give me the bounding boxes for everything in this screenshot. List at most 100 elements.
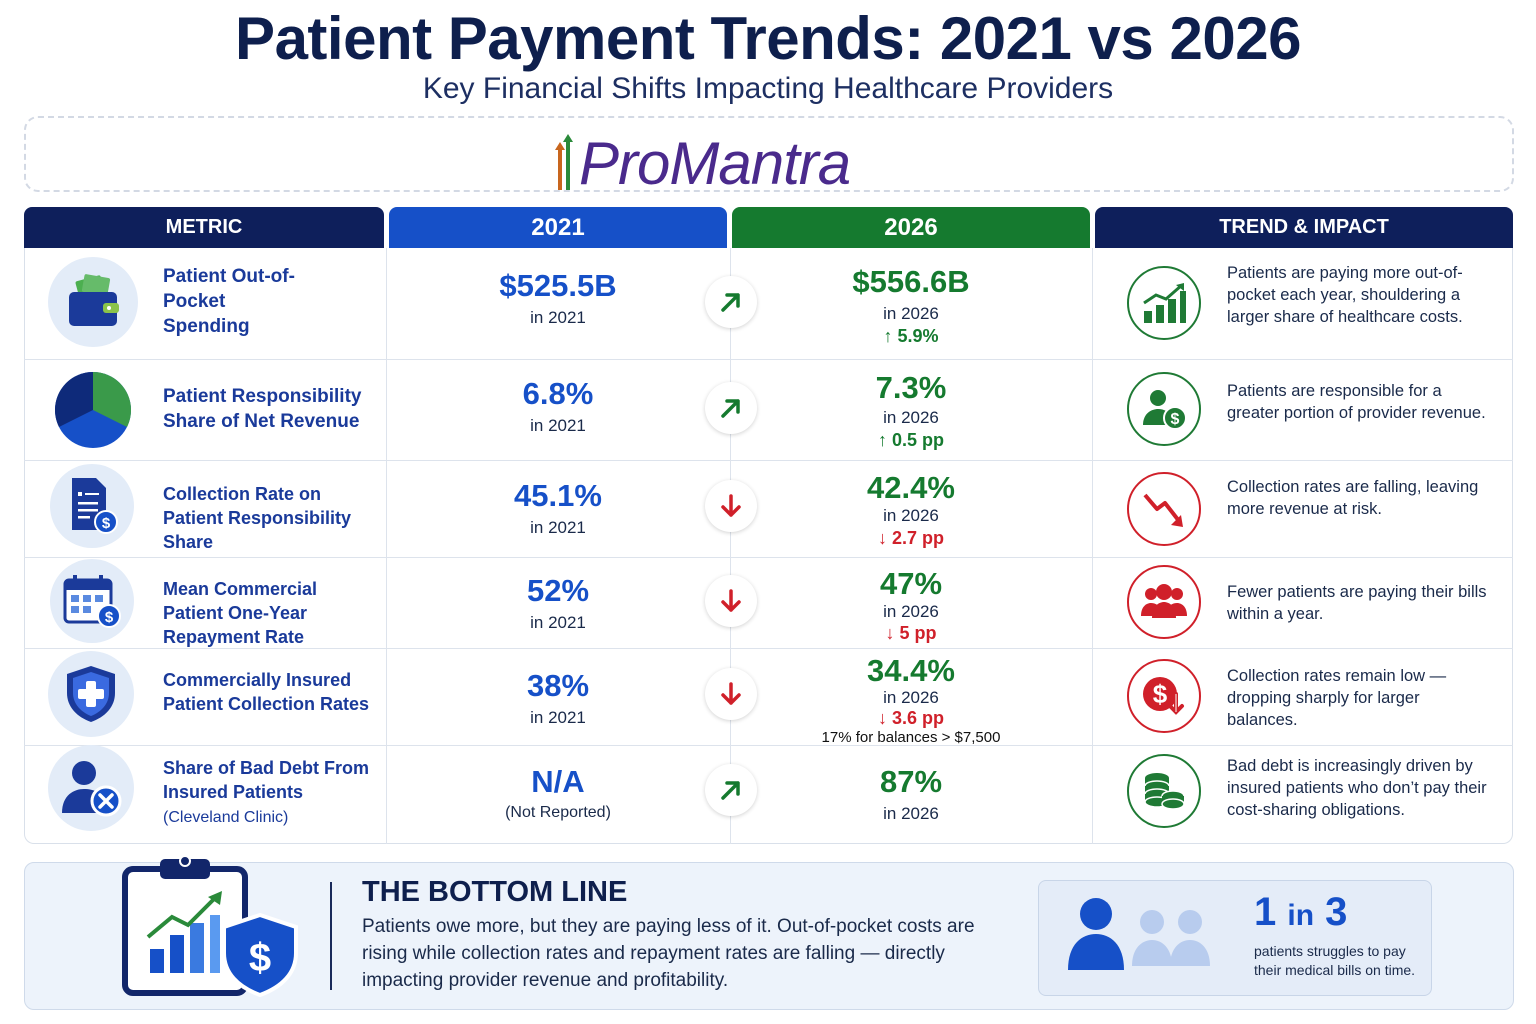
arrow-down-icon: [705, 575, 757, 627]
value-2026-number: 7.3%: [875, 370, 947, 405]
dollar-down-icon: $: [1127, 659, 1201, 733]
wallet-icon: [48, 257, 138, 347]
change-indicator: ↓ 5 pp: [885, 623, 937, 643]
page-subtitle: Key Financial Shifts Impacting Healthcar…: [422, 72, 1114, 105]
trend-text: Fewer patients are paying their bills wi…: [1227, 583, 1487, 623]
trend-text: Collection rates remain low — dropping s…: [1227, 667, 1447, 729]
arrow-up-icon: [705, 382, 757, 434]
header-trend: TREND & IMPACT: [1095, 207, 1513, 248]
metric-source: (Cleveland Clinic): [163, 809, 289, 826]
value-2026: 34.4% in 2026 ↓ 3.6 pp 17% for balances > $…: [732, 654, 1090, 748]
svg-text:$: $: [1153, 679, 1168, 709]
value-2021-number: 52%: [526, 573, 590, 608]
trend-text: Patients are paying more out-of-pocket e…: [1227, 264, 1463, 326]
page-title: Patient Payment Trends: 2021 vs 2026: [235, 5, 1301, 72]
value-2021-caption: (Not Reported): [505, 804, 611, 821]
row-divider: [24, 648, 1513, 649]
trend-text: Collection rates are falling, leaving mo…: [1227, 478, 1479, 518]
header-2021: 2021: [389, 207, 727, 248]
svg-text:$: $: [102, 515, 111, 532]
pie-chart-icon: [48, 365, 138, 455]
logo-banner: [24, 116, 1514, 192]
logo-arrows-icon: [555, 134, 573, 190]
value-2021-caption: in 2021: [530, 518, 586, 537]
value-2021: 52% in 2021: [389, 573, 727, 633]
value-2021-caption: in 2021: [530, 613, 586, 632]
bar-chart-up-icon: [1127, 266, 1201, 340]
trend-text: Patients are responsible for a greater p…: [1227, 382, 1486, 422]
value-2021: $525.5B in 2021: [389, 268, 727, 328]
value-2021: 6.8% in 2021: [389, 376, 727, 436]
divider: [330, 882, 332, 990]
value-2026: $556.6B in 2026 ↑ 5.9%: [732, 264, 1090, 347]
invoice-icon: $: [50, 464, 134, 548]
value-2021-number: 45.1%: [514, 478, 602, 513]
value-2026: 7.3% in 2026 ↑ 0.5 pp: [732, 370, 1090, 451]
value-2021: 38% in 2021: [389, 668, 727, 728]
person-x-icon: [48, 745, 134, 831]
value-2021-number: N/A: [531, 764, 585, 799]
change-indicator: ↓ 2.7 pp: [877, 528, 944, 548]
value-2026-caption: in 2026: [883, 804, 939, 823]
value-2026-number: $556.6B: [852, 264, 970, 299]
people-group-icon: [1127, 565, 1201, 639]
svg-text:$: $: [1171, 411, 1180, 428]
value-2026: 47% in 2026 ↓ 5 pp: [732, 566, 1090, 644]
stat-in: in: [1287, 899, 1315, 932]
header-metric: METRIC: [24, 207, 384, 248]
trend-text: Bad debt is increasingly driven by insur…: [1227, 757, 1487, 819]
value-2026-number: 47%: [879, 566, 943, 601]
change-indicator: ↑ 5.9%: [883, 326, 939, 346]
value-2021-number: 6.8%: [522, 376, 594, 411]
arrow-up-icon: [705, 276, 757, 328]
metric-label: Mean Commercial Patient One-Year Repayme…: [163, 579, 318, 647]
stat-den: 3: [1325, 890, 1348, 934]
value-2026-number: 34.4%: [867, 653, 955, 688]
metric-label: Patient Out-of-Pocket Spending: [163, 266, 295, 337]
metric-label: Collection Rate on Patient Responsibilit…: [163, 484, 352, 552]
column-divider: [730, 248, 731, 844]
arrow-up-icon: [705, 764, 757, 816]
coins-stack-icon: [1127, 754, 1201, 828]
value-2026-caption: in 2026: [883, 304, 939, 323]
calendar-dollar-icon: $: [50, 559, 134, 643]
row-divider: [24, 359, 1513, 360]
value-2026-caption: in 2026: [883, 408, 939, 427]
bottom-line-title: THE BOTTOM LINE: [362, 876, 628, 908]
bottom-line-text: Patients owe more, but they are paying l…: [362, 916, 975, 991]
svg-text:$: $: [249, 936, 271, 980]
comparison-table: [24, 248, 1513, 844]
logo-text: ProMantra: [579, 130, 851, 197]
header-2026: 2026: [732, 207, 1090, 248]
shield-cross-icon: [48, 651, 134, 737]
arrow-down-icon: [705, 668, 757, 720]
value-2021: 45.1% in 2021: [389, 478, 727, 538]
metric-label-text: Share of Bad Debt From Insured Patients: [163, 758, 370, 802]
value-2026-number: 42.4%: [867, 470, 955, 505]
trend-down-icon: [1127, 472, 1201, 546]
value-2021-number: $525.5B: [499, 268, 617, 303]
row-divider: [24, 745, 1513, 746]
value-2021-caption: in 2021: [530, 708, 586, 727]
value-2026-caption: in 2026: [883, 506, 939, 525]
value-2021-caption: in 2021: [530, 308, 586, 327]
promantra-logo: ProMantra: [555, 130, 851, 197]
metric-label: Commercially Insured Patient Collection …: [163, 670, 370, 714]
value-2026-number: 87%: [879, 764, 943, 799]
row-divider: [24, 460, 1513, 461]
value-2026-caption: in 2026: [883, 602, 939, 621]
stat-text: patients struggles to pay their medical …: [1254, 943, 1416, 978]
arrow-down-icon: [705, 480, 757, 532]
metric-label: Patient Responsibility Share of Net Reve…: [163, 386, 362, 432]
change-indicator: ↓ 3.6 pp: [877, 708, 944, 728]
stat-ratio: 1 in 3: [1254, 890, 1347, 935]
value-2026-caption: in 2026: [883, 688, 939, 707]
person-dollar-icon: $: [1127, 372, 1201, 446]
value-2021: N/A (Not Reported): [389, 764, 727, 822]
value-2026: 87% in 2026: [732, 764, 1090, 824]
stat-num: 1: [1254, 890, 1277, 934]
people-ratio-icon: [1066, 896, 1216, 977]
value-2021-caption: in 2021: [530, 416, 586, 435]
change-indicator: ↑ 0.5 pp: [877, 430, 944, 450]
value-2026: 42.4% in 2026 ↓ 2.7 pp: [732, 470, 1090, 549]
